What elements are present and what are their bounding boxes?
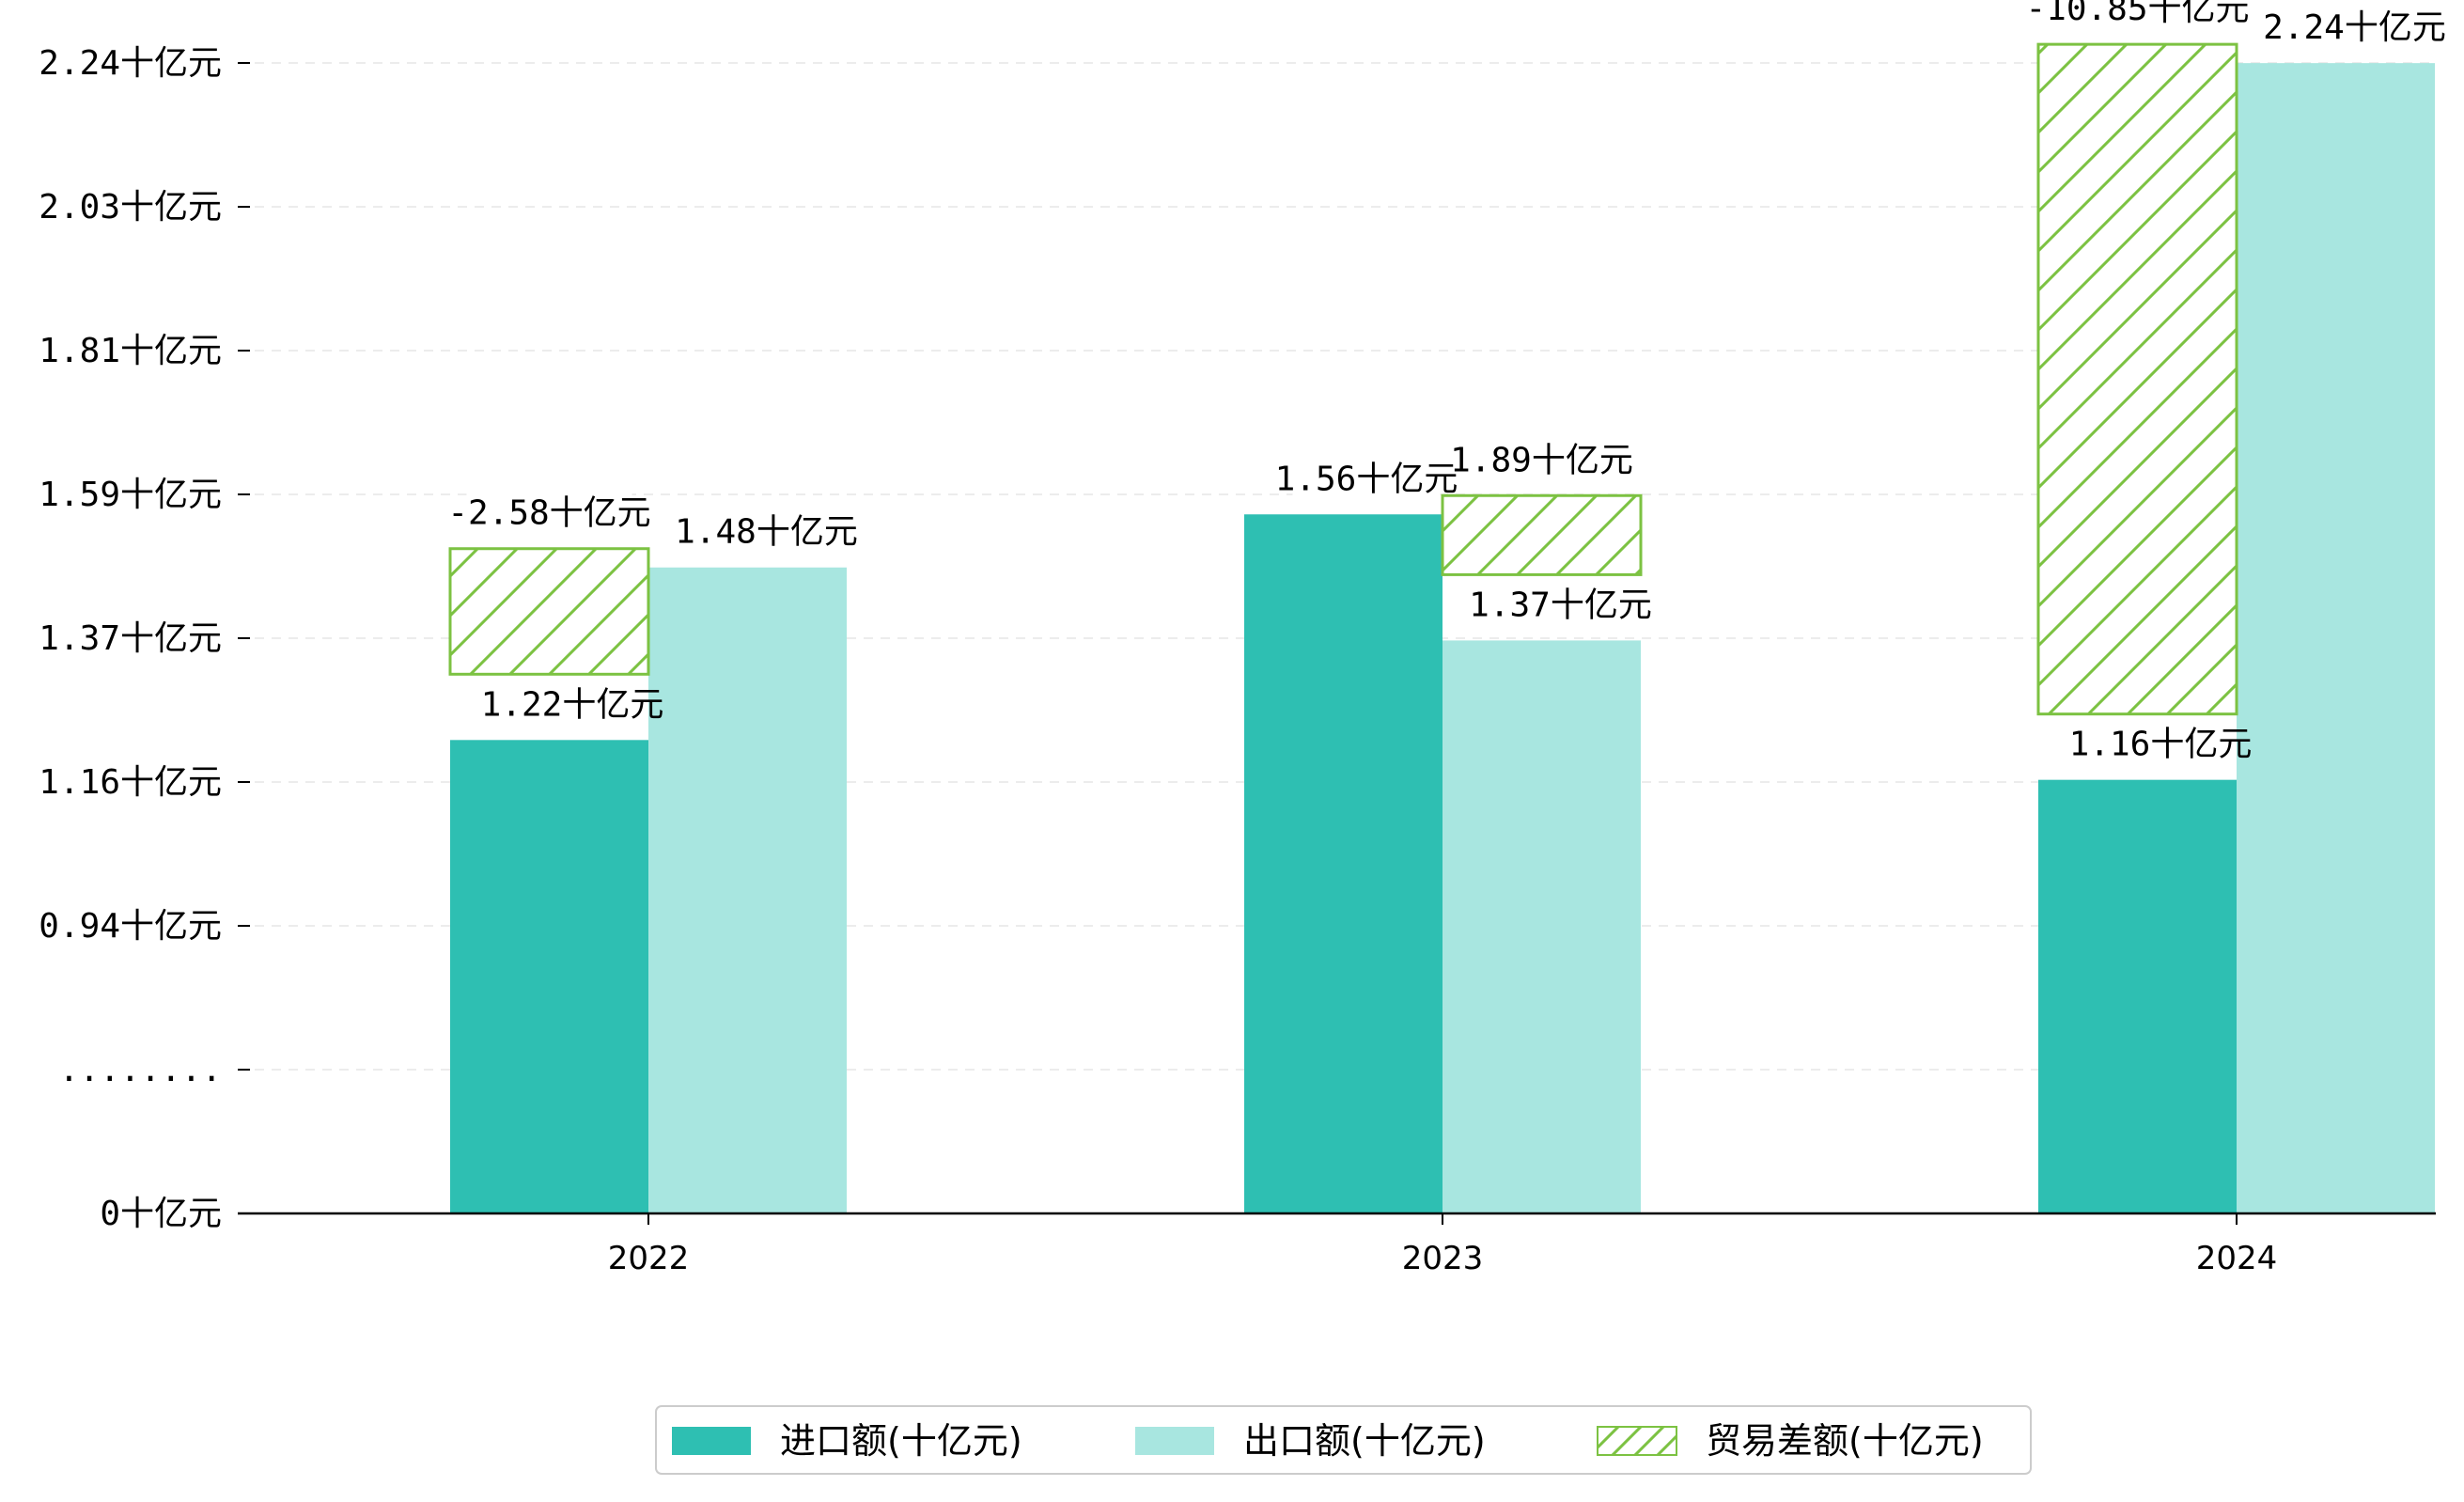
data-label-bg — [1487, 577, 1634, 633]
import-bar — [450, 740, 648, 1213]
export-bar — [2237, 63, 2435, 1213]
legend-swatch — [672, 1427, 751, 1455]
data-label: 1.48十亿元 — [675, 513, 858, 552]
trade-balance-bar — [1441, 493, 1643, 576]
legend: 进口额(十亿元) 出口额(十亿元) 贸易差额(十亿元) — [655, 1405, 2032, 1475]
y-tick-label: 2.03十亿元 — [39, 188, 222, 227]
y-tick-label: 1.81十亿元 — [39, 332, 222, 370]
data-label: 1.22十亿元 — [481, 685, 664, 724]
x-tick-label: 2024 — [2196, 1240, 2278, 1277]
y-tick-label: ........ — [59, 1051, 222, 1089]
legend-swatch — [1135, 1427, 1214, 1455]
trade-balance-bar — [2036, 42, 2238, 716]
y-axis: 0十亿元........ 0.94十亿元 1.16十亿元 1.37十亿元 1.59十亿元… — [39, 44, 250, 1233]
data-label: 1.89十亿元 — [1450, 441, 1633, 479]
export-bar — [1443, 640, 1641, 1213]
legend-frame — [655, 1405, 2032, 1475]
data-label: 1.37十亿元 — [1469, 586, 1652, 624]
data-label-bg — [466, 485, 632, 540]
import-bar — [1244, 514, 1443, 1213]
data-label-bg — [2281, 0, 2428, 55]
data-label: 2.24十亿元 — [2263, 8, 2446, 47]
data-label-bg — [2046, 0, 2229, 37]
data-label-bg — [2086, 716, 2235, 772]
x-axis: 2022 2023 2024 — [608, 1213, 2278, 1277]
data-labels: 1.22十亿元 1.48十亿元 -2.58十亿元 1.56十亿元 1.37十亿元 1.89… — [447, 0, 2446, 772]
data-label-bg — [693, 504, 840, 559]
legend-label: 贸易差额(十亿元) — [1706, 1420, 1984, 1462]
bars — [448, 42, 2435, 1213]
data-label-bg — [498, 677, 647, 732]
data-label-bg — [1468, 432, 1615, 488]
x-tick-label: 2022 — [608, 1240, 690, 1277]
y-tick-label: 1.16十亿元 — [39, 763, 222, 802]
import-bar — [2038, 779, 2237, 1213]
x-tick-label: 2023 — [1402, 1240, 1484, 1277]
legend-swatch — [1597, 1426, 1677, 1456]
data-label-bg — [1292, 451, 1441, 507]
export-bar — [648, 567, 847, 1213]
legend-label: 进口额(十亿元) — [780, 1420, 1022, 1462]
data-label: -10.85十亿元 — [2025, 0, 2249, 28]
data-label: 1.56十亿元 — [1275, 460, 1458, 498]
y-tick-label: 0十亿元 — [100, 1195, 222, 1233]
y-tick-label: 1.37十亿元 — [39, 619, 222, 658]
trade-balance-bar — [448, 547, 650, 676]
y-tick-label: 1.59十亿元 — [39, 476, 222, 514]
legend-label: 出口额(十亿元) — [1243, 1420, 1486, 1462]
y-tick-label: 2.24十亿元 — [39, 44, 222, 83]
data-label: 1.16十亿元 — [2069, 726, 2253, 764]
data-label: -2.58十亿元 — [447, 494, 650, 533]
y-tick-label: 0.94十亿元 — [39, 907, 222, 946]
